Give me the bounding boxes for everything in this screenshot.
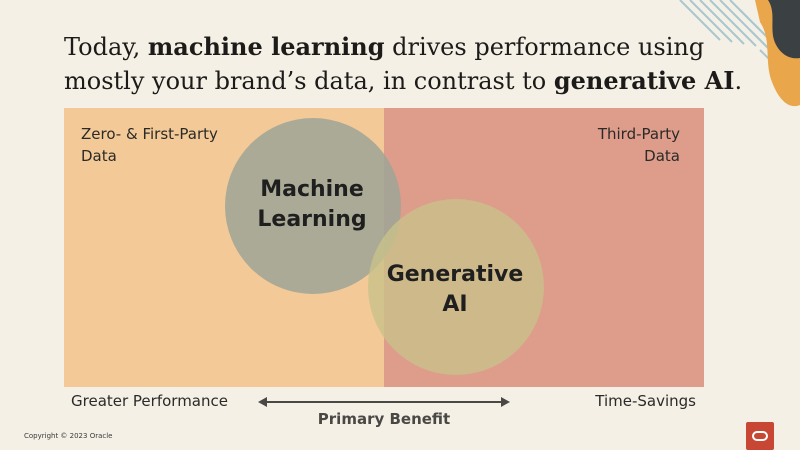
primary-benefit-label: Primary Benefit	[317, 410, 451, 428]
oracle-logo-ring	[752, 431, 768, 441]
copyright-text: Copyright © 2023 Oracle	[24, 432, 113, 440]
first-party-line-2: Data	[81, 147, 117, 165]
generative-ai-label: Generative AI	[380, 260, 530, 320]
title-text-1: Today,	[64, 33, 148, 61]
title-bold-ml: machine learning	[147, 32, 385, 61]
ml-label-line-1: Machine	[260, 177, 364, 202]
third-party-line-2: Data	[644, 147, 680, 165]
machine-learning-circle	[225, 118, 401, 294]
first-party-line-1: Zero- & First-Party	[81, 125, 218, 143]
first-party-data-label: Zero- & First-Party Data	[81, 123, 218, 167]
gai-label-line-1: Generative	[386, 262, 524, 287]
machine-learning-label: Machine Learning	[237, 175, 387, 235]
gai-label-line-2: AI	[442, 292, 468, 317]
decorative-corner-graphic	[679, 0, 800, 107]
third-party-line-1: Third-Party	[597, 125, 680, 143]
third-party-data-label: Third-Party Data	[598, 123, 680, 167]
time-savings-label: Time-Savings	[595, 392, 696, 410]
greater-performance-label: Greater Performance	[71, 392, 228, 410]
title-bold-gai: generative AI	[553, 66, 735, 95]
slide-title: Today, machine learning drives performan…	[64, 30, 744, 98]
oracle-logo-icon	[746, 422, 774, 450]
double-arrow-icon	[258, 397, 510, 407]
generative-ai-circle	[368, 199, 544, 375]
title-text-3: .	[734, 67, 743, 95]
ml-label-line-2: Learning	[257, 207, 367, 232]
title-text-2: drives performance using mostly your bra…	[64, 33, 705, 95]
